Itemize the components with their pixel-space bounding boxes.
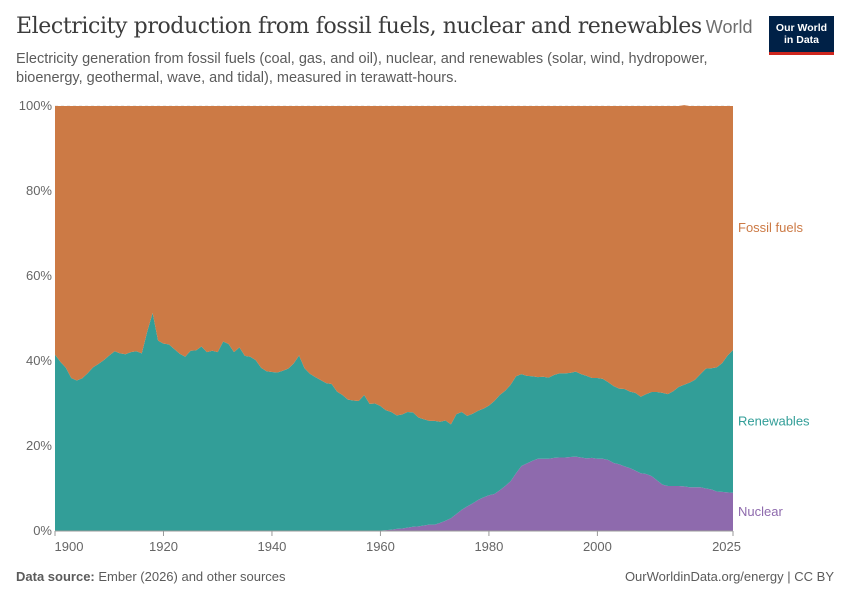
area-layer xyxy=(55,105,733,531)
area-nuclear xyxy=(55,456,733,531)
chart-header: Electricity production from fossil fuels… xyxy=(16,12,752,88)
y-tick-label: 0% xyxy=(33,523,52,538)
x-tick-label: 1940 xyxy=(257,539,286,554)
series-label-nuclear: Nuclear xyxy=(738,504,783,519)
x-tick-label: 1920 xyxy=(149,539,178,554)
y-tick-label: 20% xyxy=(26,438,52,453)
x-tick-label: 2000 xyxy=(583,539,612,554)
x-tick-label: 1980 xyxy=(474,539,503,554)
y-tick-label: 60% xyxy=(26,268,52,283)
y-tick-label: 40% xyxy=(26,353,52,368)
y-tick-label: 80% xyxy=(26,183,52,198)
source-link[interactable]: Ember (2026) and other sources xyxy=(98,569,286,584)
area-renewables xyxy=(55,312,733,531)
footer-attribution[interactable]: OurWorldinData.org/energy | CC BY xyxy=(624,569,834,584)
chart-title: Electricity production from fossil fuels… xyxy=(16,14,702,39)
series-label-renewables: Renewables xyxy=(738,413,810,428)
logo-line-1: Our World xyxy=(775,22,828,34)
label-layer: Nuclear Renewables Fossil fuels xyxy=(738,220,810,519)
footer-source: Data source: Ember (2026) and other sour… xyxy=(16,569,286,584)
series-label-fossil-fuels: Fossil fuels xyxy=(738,220,804,235)
logo-line-2: in Data xyxy=(783,34,819,46)
source-label: Data source: xyxy=(16,569,95,584)
x-tick-label: 1900 xyxy=(55,539,84,554)
entity-name[interactable]: World xyxy=(705,17,753,37)
axis-layer: 0% 20% 40% 60% 80% 100% 1900 1920 1940 1960 1980 20… xyxy=(19,98,741,554)
y-tick-label: 100% xyxy=(19,98,53,113)
chart-subtitle: Electricity generation from fossil fuels… xyxy=(16,51,708,86)
title-line: Electricity production from fossil fuels… xyxy=(16,12,752,44)
x-tick-label: 2025 xyxy=(712,539,741,554)
owid-logo[interactable]: Our World in Data xyxy=(769,16,834,55)
area-fossil-fuels xyxy=(55,105,733,425)
x-tick-label: 1960 xyxy=(366,539,395,554)
